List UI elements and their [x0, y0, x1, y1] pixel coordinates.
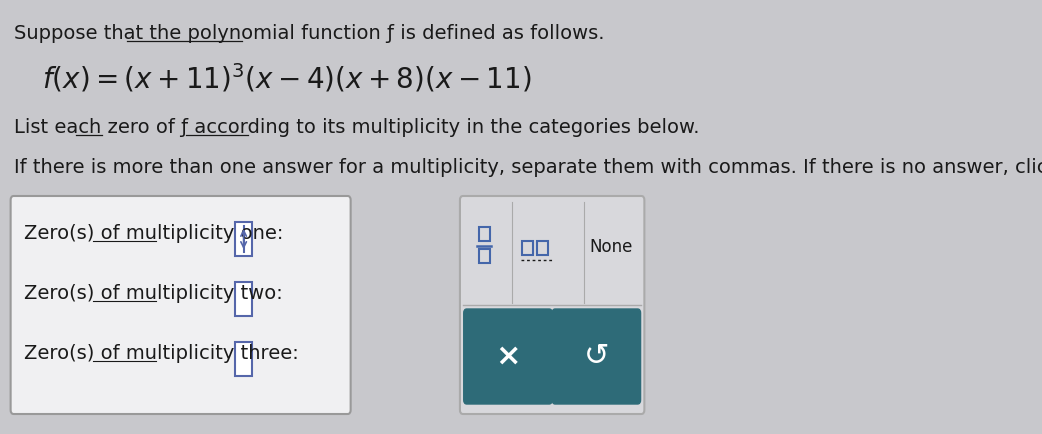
FancyBboxPatch shape [552, 309, 641, 404]
Text: ↺: ↺ [584, 342, 610, 371]
FancyBboxPatch shape [10, 196, 351, 414]
Bar [479, 227, 490, 240]
Text: Suppose that the polynomial function ƒ is defined as follows.: Suppose that the polynomial function ƒ i… [14, 24, 604, 43]
Text: ×: × [495, 342, 521, 371]
Bar [235, 282, 252, 316]
Text: None: None [590, 237, 634, 256]
Bar [479, 249, 490, 263]
FancyBboxPatch shape [464, 309, 552, 404]
Bar [538, 240, 548, 254]
Bar [235, 222, 252, 256]
Text: $\mathit{f}(\mathit{x})=(\mathit{x}+11)^3(\mathit{x}-4)(\mathit{x}+8)(\mathit{x}: $\mathit{f}(\mathit{x})=(\mathit{x}+11)^… [42, 62, 531, 95]
Text: Zero(s) of multiplicity one:: Zero(s) of multiplicity one: [24, 224, 283, 243]
Text: Zero(s) of multiplicity three:: Zero(s) of multiplicity three: [24, 344, 299, 363]
Bar [235, 342, 252, 376]
Text: List each zero of ƒ according to its multiplicity in the categories below.: List each zero of ƒ according to its mul… [14, 118, 699, 137]
Text: Zero(s) of multiplicity two:: Zero(s) of multiplicity two: [24, 284, 283, 303]
FancyBboxPatch shape [460, 196, 644, 414]
Bar [522, 240, 532, 254]
Text: If there is more than one answer for a multiplicity, separate them with commas. : If there is more than one answer for a m… [14, 158, 1042, 177]
